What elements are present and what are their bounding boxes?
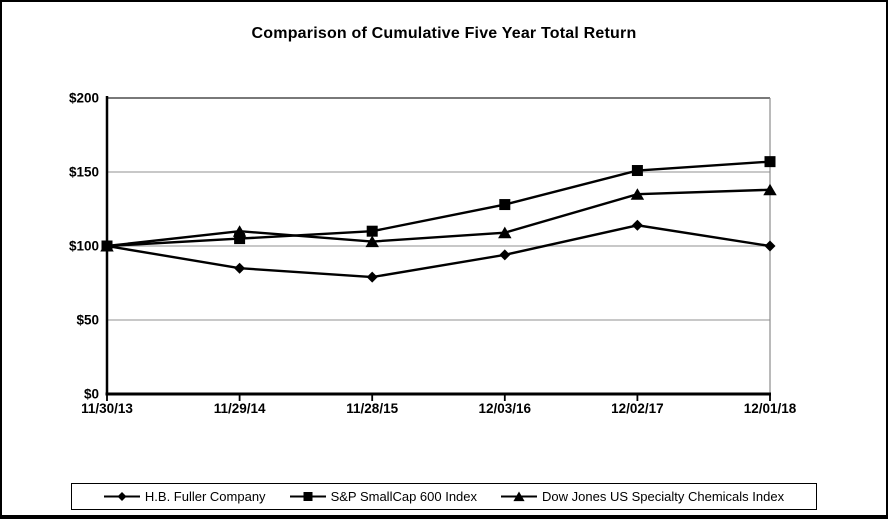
data-point-marker-diamond	[366, 271, 378, 283]
data-point-marker-square	[499, 199, 511, 211]
legend-diamond-marker-icon	[103, 492, 140, 501]
data-point-marker-square	[764, 156, 776, 168]
y-axis-tick-label: $50	[76, 313, 99, 328]
data-point-marker-square	[366, 225, 378, 237]
y-axis-tick-label: $150	[69, 165, 99, 180]
data-point-marker-diamond	[764, 240, 776, 252]
x-axis-tick-label: 12/01/18	[744, 401, 797, 416]
y-axis-tick-label: $100	[69, 239, 99, 254]
legend-label: S&P SmallCap 600 Index	[330, 489, 478, 504]
legend-label: H.B. Fuller Company	[144, 489, 266, 504]
data-point-marker-triangle	[365, 235, 379, 248]
x-axis-tick-label: 11/29/14	[214, 401, 266, 416]
series-line	[106, 160, 771, 248]
legend-triangle-marker-icon	[501, 491, 538, 502]
data-point-marker-diamond	[499, 249, 511, 261]
legend-item: Dow Jones US Specialty Chemicals Index	[501, 489, 784, 504]
chart-title: Comparison of Cumulative Five Year Total…	[251, 25, 637, 42]
y-axis-tick-label: $0	[84, 387, 99, 402]
legend-item: S&P SmallCap 600 Index	[289, 489, 478, 504]
x-axis-tick-label: 11/28/15	[346, 401, 398, 416]
data-point-marker-triangle	[630, 188, 645, 200]
x-axis-tick-label: 11/30/13	[81, 401, 133, 416]
data-point-marker-triangle	[232, 225, 247, 237]
data-point-marker-triangle	[498, 226, 512, 239]
legend-label: Dow Jones US Specialty Chemicals Index	[542, 489, 785, 504]
chart-legend: H.B. Fuller Company S&P SmallCap 600 Inde…	[71, 483, 817, 510]
data-point-marker-diamond	[234, 262, 246, 274]
legend-square-marker-icon	[289, 492, 326, 501]
x-axis-tick-label: 12/03/16	[479, 401, 532, 416]
data-point-marker-square	[631, 165, 643, 177]
line-chart-plot-area: $0 $50 $100 $150 $200 11/30/13 11/29/14 11/28/1…	[69, 91, 797, 417]
y-axis-tick-label: $200	[69, 91, 99, 106]
series-line	[106, 188, 771, 248]
x-axis-tick-label: 12/02/17	[611, 401, 664, 416]
data-point-marker-diamond	[631, 219, 643, 231]
series-line	[106, 224, 771, 279]
data-point-marker-triangle	[100, 240, 114, 252]
data-point-marker-triangle	[763, 183, 777, 196]
legend-item: H.B. Fuller Company	[103, 489, 266, 504]
